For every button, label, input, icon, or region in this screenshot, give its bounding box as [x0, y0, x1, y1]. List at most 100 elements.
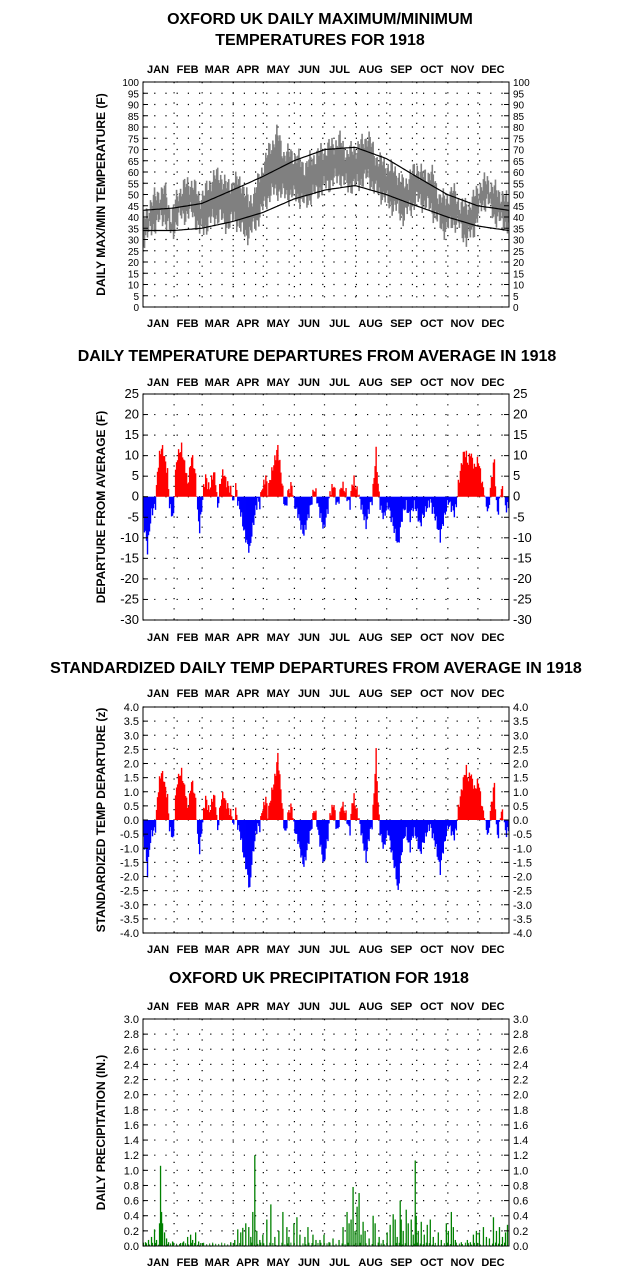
chart-title-line2: TEMPERATURES FOR 1918 [215, 32, 425, 49]
y-tick-label-right: 1.2 [513, 1150, 528, 1162]
month-label-bottom: OCT [420, 944, 444, 956]
month-label-bottom: JUL [329, 318, 350, 330]
month-label-top: SEP [390, 1001, 412, 1013]
y-tick-label-right: 2.8 [513, 1029, 528, 1041]
y-tick-label-left: -20 [120, 571, 139, 586]
month-label-top: JUN [298, 688, 320, 700]
normal-line [143, 185, 509, 232]
month-label-bottom: DEC [481, 318, 504, 330]
normal-line [143, 146, 509, 211]
y-tick-label-right: 0.0 [513, 815, 528, 827]
month-label-bottom: JUN [298, 632, 320, 644]
y-tick-label-left: 1.6 [124, 1120, 139, 1132]
month-label-top: MAR [205, 1001, 230, 1013]
y-tick-label-left: 15 [128, 269, 140, 280]
month-label-bottom: JAN [147, 318, 169, 330]
data-marks [142, 442, 510, 555]
month-label-bottom: OCT [420, 632, 444, 644]
y-tick-label-left: -3.5 [120, 914, 139, 926]
y-tick-label-left: 3.0 [124, 1014, 139, 1026]
month-label-bottom: SEP [390, 944, 412, 956]
y-tick-label-right: 0 [513, 489, 520, 504]
y-tick-label-right: 35 [513, 224, 525, 235]
y-tick-label-left: 0.8 [124, 1180, 139, 1192]
month-label-bottom: OCT [420, 318, 444, 330]
y-tick-label-right: 0.2 [513, 1226, 528, 1238]
month-label-top: AUG [358, 688, 382, 700]
month-label-top: JAN [147, 64, 169, 76]
y-tick-label-right: 3.0 [513, 730, 528, 742]
month-label-top: OCT [420, 1001, 444, 1013]
y-tick-label-right: -4.0 [513, 928, 532, 940]
departure-panel: DAILY TEMPERATURE DEPARTURES FROM AVERAG… [78, 348, 557, 644]
y-tick-label-right: 5 [513, 468, 520, 483]
y-axis-label: DAILY MAX/MIN TEMPERATURE (F) [94, 93, 108, 295]
month-label-bottom: AUG [358, 632, 382, 644]
month-label-top: NOV [450, 377, 475, 389]
y-tick-label-left: 35 [128, 224, 140, 235]
y-tick-label-right: 55 [513, 179, 525, 190]
y-tick-label-right: 2.4 [513, 1059, 528, 1071]
y-tick-label-left: 0.2 [124, 1226, 139, 1238]
month-label-top: APR [236, 688, 259, 700]
y-tick-label-left: 60 [128, 168, 140, 179]
data-marks [143, 1155, 509, 1246]
month-label-top: APR [236, 64, 259, 76]
y-tick-label-left: -10 [120, 530, 139, 545]
y-tick-label-left: 0.5 [124, 801, 139, 813]
y-tick-label-left: 80 [128, 123, 140, 134]
y-tick-label-left: -3.0 [120, 900, 139, 912]
month-label-bottom: JUL [329, 1257, 350, 1269]
month-label-top: JAN [147, 1001, 169, 1013]
y-tick-label-right: -20 [513, 571, 532, 586]
month-label-top: AUG [358, 1001, 382, 1013]
y-tick-label-right: -10 [513, 530, 532, 545]
y-tick-label-right: 100 [513, 78, 530, 89]
chart-title: DAILY TEMPERATURE DEPARTURES FROM AVERAG… [78, 348, 557, 365]
y-axis-label: DAILY PRECIPITATION (IN.) [94, 1055, 108, 1211]
chart-title: OXFORD UK PRECIPITATION FOR 1918 [169, 970, 469, 987]
y-tick-label-left: 70 [128, 146, 140, 157]
y-tick-label-right: 30 [513, 236, 525, 247]
y-tick-label-left: 2.0 [124, 759, 139, 771]
y-tick-label-right: 0.4 [513, 1211, 528, 1223]
y-tick-label-right: 10 [513, 448, 527, 463]
y-tick-label-right: 1.0 [513, 787, 528, 799]
y-tick-label-right: -15 [513, 550, 532, 565]
y-tick-label-left: 20 [125, 407, 139, 422]
y-tick-label-right: 20 [513, 407, 527, 422]
month-label-top: JUN [298, 1001, 320, 1013]
month-label-bottom: MAR [205, 1257, 230, 1269]
y-tick-label-right: 5 [513, 292, 519, 303]
y-tick-label-right: 0.0 [513, 1241, 528, 1253]
y-tick-label-right: 1.8 [513, 1105, 528, 1117]
y-tick-label-right: 50 [513, 191, 525, 202]
y-tick-label-left: 1.8 [124, 1105, 139, 1117]
standardized-panel: STANDARDIZED DAILY TEMP DEPARTURES FROM … [50, 660, 582, 956]
y-tick-label-left: 25 [128, 247, 140, 258]
month-label-top: FEB [177, 1001, 199, 1013]
y-tick-label-right: 4.0 [513, 702, 528, 714]
month-label-top: JUL [329, 1001, 350, 1013]
data-marks [142, 124, 510, 249]
month-label-top: MAR [205, 64, 230, 76]
month-label-top: FEB [177, 377, 199, 389]
y-tick-label-left: 40 [128, 213, 140, 224]
month-label-top: JAN [147, 377, 169, 389]
month-label-top: MAR [205, 377, 230, 389]
chart-title-line1: OXFORD UK DAILY MAXIMUM/MINIMUM [167, 11, 473, 28]
y-tick-label-left: 10 [125, 448, 139, 463]
month-label-bottom: AUG [358, 318, 382, 330]
month-label-top: JAN [147, 688, 169, 700]
month-label-bottom: NOV [450, 632, 475, 644]
y-tick-label-left: 95 [128, 89, 140, 100]
month-label-top: NOV [450, 688, 475, 700]
month-label-top: AUG [358, 377, 382, 389]
month-label-top: MAY [267, 1001, 291, 1013]
y-tick-label-left: 0.0 [124, 1241, 139, 1253]
month-label-bottom: SEP [390, 1257, 412, 1269]
month-label-bottom: MAY [267, 318, 291, 330]
y-tick-label-right: 25 [513, 247, 525, 258]
month-label-bottom: FEB [177, 1257, 199, 1269]
